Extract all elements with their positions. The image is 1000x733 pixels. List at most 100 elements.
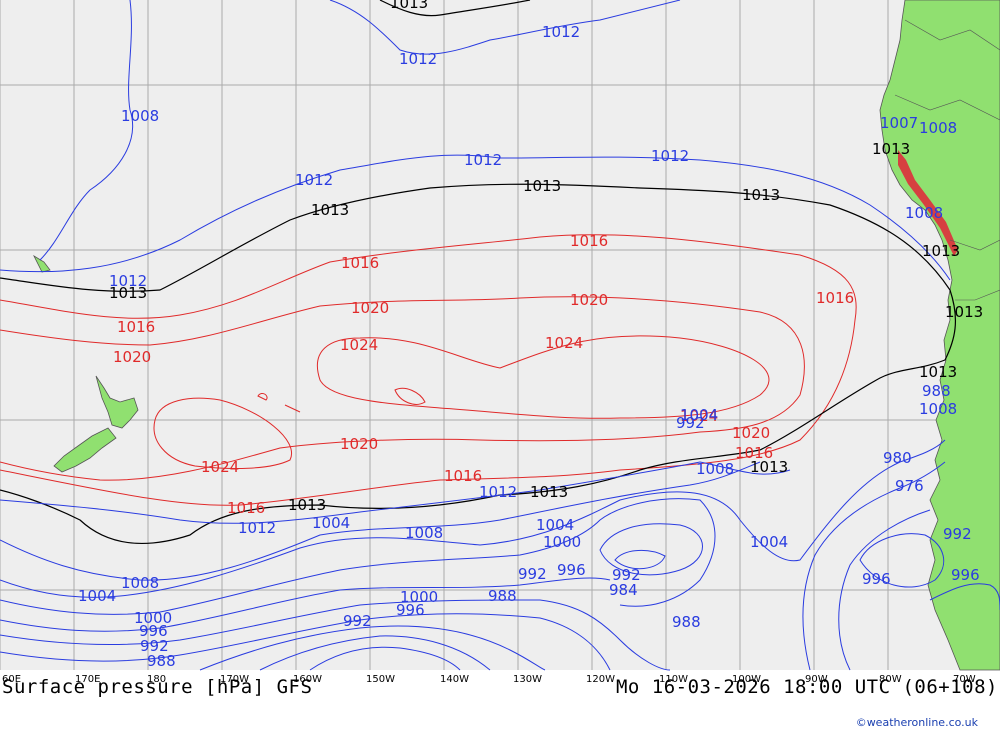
- new-zealand-south-island: [53, 427, 117, 473]
- isobar-label: 1012: [0, 0, 38, 4]
- isobar-label: 1020: [570, 291, 608, 309]
- isobar-label: 1000: [134, 609, 172, 627]
- lat-lon-grid: [0, 0, 1000, 670]
- map-title: Surface pressure [hPa] GFS: [2, 676, 313, 698]
- isobar-label: 1007: [880, 114, 918, 132]
- isobar-label: 1013: [530, 483, 568, 501]
- isobar-label: 1008: [905, 204, 943, 222]
- isobar-label: 1024: [201, 458, 239, 476]
- isobar-label: 988: [672, 613, 701, 631]
- isobar-1016: [0, 234, 857, 506]
- isobar-label: 1012: [238, 519, 276, 537]
- isobar-label: 1016: [117, 318, 155, 336]
- isobar-label: 992: [343, 612, 372, 630]
- isobar-988-east: [859, 533, 945, 588]
- isobar-1012-north: [0, 154, 951, 281]
- andes-highlands: [898, 150, 958, 256]
- longitude-tick-label: 160W: [293, 674, 322, 685]
- longitude-tick-label: 100W: [732, 674, 761, 685]
- isobar-label: 1013: [390, 0, 428, 12]
- isobar-label: 1013: [750, 458, 788, 476]
- isobar-1008-north: [39, 0, 134, 261]
- isobar-label: 1016: [444, 467, 482, 485]
- isobar-label: 1016: [735, 444, 773, 462]
- isobar-1004-south: [0, 439, 946, 598]
- isobar-1013-north: [0, 183, 956, 544]
- isobar-label: 1013: [872, 140, 910, 158]
- longitude-tick-label: 60E: [2, 674, 21, 685]
- isobars-mean: [0, 0, 956, 544]
- isobar-label: 996: [862, 570, 891, 588]
- longitude-tick-label: 130W: [513, 674, 542, 685]
- isobar-label: 1013: [919, 363, 957, 381]
- isobar-label: 988: [147, 652, 176, 670]
- isobar-label: 1004: [680, 406, 718, 424]
- isobar-996-cell: [599, 523, 703, 576]
- isobar-label: 996: [951, 566, 980, 584]
- isobars-low: [0, 0, 1000, 671]
- isobar-label: 1008: [0, 0, 38, 4]
- isobar-label: 1013: [311, 201, 349, 219]
- border-line: [949, 239, 1000, 251]
- isobar-label: 1008: [919, 119, 957, 137]
- isobar-label: 1012: [651, 147, 689, 165]
- isobar-label: 992: [518, 565, 547, 583]
- isobar-988-south: [0, 613, 611, 671]
- longitude-tick-label: 80W: [879, 674, 902, 685]
- isobar-label: 1013: [945, 303, 983, 321]
- isobar-1013-top: [379, 0, 531, 17]
- isobar-label: 1012: [399, 50, 437, 68]
- isobar-label: 1008: [405, 524, 443, 542]
- isobar-label: 1016: [816, 289, 854, 307]
- south-america-landmass: [879, 0, 1000, 671]
- isobar-1024-cell-2: [257, 393, 268, 401]
- ocean-background: [0, 0, 1000, 670]
- isobar-996-east: [802, 461, 946, 671]
- isobar-1000-south: [0, 498, 716, 615]
- isobar-992-cell: [614, 550, 666, 570]
- isobar-984: [199, 625, 546, 671]
- border-line: [955, 289, 1000, 301]
- isobar-label: 1004: [750, 533, 788, 551]
- isobar-1024-cell: [394, 387, 426, 405]
- isobar-label: 996: [139, 622, 168, 640]
- isobar-label: 1004: [312, 514, 350, 532]
- valid-time: Mo 16-03-2026 18:00 UTC (06+108): [615, 676, 998, 698]
- isobar-label: 988: [922, 382, 951, 400]
- isobar-992-south: [0, 599, 671, 671]
- isobar-label: 1008: [696, 460, 734, 478]
- isobar-1008-south: [0, 461, 761, 581]
- isobar-1020: [0, 296, 805, 481]
- isobar-label: 1008: [919, 400, 957, 418]
- border-line: [904, 19, 1000, 51]
- isobar-1012-south: [0, 461, 791, 524]
- isobar-992-east: [838, 509, 931, 671]
- land-masses: [33, 0, 1000, 671]
- isobar-label: 976: [895, 477, 924, 495]
- longitude-tick-label: 120W: [586, 674, 615, 685]
- longitude-tick-label: 170E: [75, 674, 100, 685]
- longitude-tick-label: 110W: [659, 674, 688, 685]
- border-line: [894, 94, 1000, 121]
- longitude-tick-label: 150W: [366, 674, 395, 685]
- isobar-label: 1008: [121, 107, 159, 125]
- footer-band: [0, 670, 1000, 733]
- isobar-label: 1000: [543, 533, 581, 551]
- isobars-high: [0, 234, 857, 506]
- isobar-label: 1013: [288, 496, 326, 514]
- isobar-976: [309, 646, 461, 671]
- isobar-1012-top: [329, 0, 681, 55]
- isobar-label: 1016: [341, 254, 379, 272]
- isobar-label: 1012: [542, 23, 580, 41]
- isobar-label: 1024: [340, 336, 378, 354]
- longitude-tick-label: 180: [147, 674, 166, 685]
- longitude-tick-label: 170W: [220, 674, 249, 685]
- isobar-label: 1004: [78, 587, 116, 605]
- isobar-label: 980: [883, 449, 912, 467]
- isobar-label: 1000: [400, 588, 438, 606]
- isobar-label: 996: [557, 561, 586, 579]
- isobar-label: 1013: [922, 242, 960, 260]
- credit-link[interactable]: ©weatheronline.co.uk: [855, 716, 978, 729]
